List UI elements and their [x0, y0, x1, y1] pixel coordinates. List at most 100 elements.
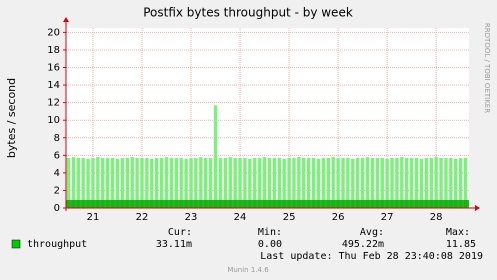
impulse: [120, 157, 125, 208]
impulse: [159, 157, 164, 208]
stat-value: 495.22m: [342, 239, 384, 250]
impulse: [449, 157, 453, 208]
impulse: [439, 157, 443, 208]
impulse: [169, 157, 174, 208]
impulse: [238, 157, 242, 208]
impulse: [262, 157, 267, 208]
y-tick-label: 16: [47, 63, 60, 74]
impulse: [101, 157, 105, 208]
impulse: [189, 157, 193, 208]
impulse: [184, 158, 188, 208]
impulse: [419, 158, 424, 208]
y-tick-label: 20: [47, 27, 60, 38]
impulse: [115, 158, 120, 208]
impulse: [179, 157, 183, 208]
impulse: [458, 157, 463, 208]
impulse: [360, 157, 365, 208]
x-tick-label: 25: [283, 212, 296, 223]
last-update: Last update: Thu Feb 28 23:40:08 2019: [260, 251, 483, 262]
x-tick-label: 24: [234, 212, 247, 223]
x-tick-label: 28: [430, 212, 443, 223]
impulse: [409, 157, 414, 208]
impulse: [351, 158, 355, 208]
impulse: [253, 157, 257, 208]
x-tick-label: 21: [87, 212, 100, 223]
stat-header: Cur:: [168, 227, 192, 238]
impulse: [316, 158, 321, 208]
impulse: [125, 157, 130, 208]
impulse: [228, 157, 232, 208]
y-tick-label: 10: [47, 115, 60, 126]
stat-header: Avg:: [360, 227, 384, 238]
y-axis-arrow: [63, 17, 69, 22]
impulse: [365, 157, 370, 208]
y-tick-label: 12: [47, 98, 60, 109]
impulse: [272, 157, 277, 208]
x-tick-label: 26: [332, 212, 345, 223]
impulse: [287, 157, 291, 208]
impulse: [297, 157, 301, 208]
impulse: [204, 157, 208, 208]
impulse: [257, 157, 262, 208]
y-tick-label: 14: [47, 80, 60, 91]
chart-title: Postfix bytes throughput - by week: [143, 6, 353, 20]
impulse: [199, 157, 203, 208]
impulse: [414, 157, 419, 208]
y-tick-label: 2: [54, 185, 60, 196]
impulse: [218, 157, 223, 208]
impulse: [243, 157, 247, 208]
y-tick-label: 4: [54, 168, 60, 179]
base-band: [66, 200, 469, 208]
footer: Munin 1.4.6: [227, 266, 269, 274]
impulse: [326, 157, 331, 208]
impulse: [277, 157, 281, 208]
impulse: [66, 157, 71, 208]
x-axis-arrow: [475, 205, 480, 211]
impulse: [390, 157, 394, 208]
impulse: [355, 157, 360, 208]
impulse: [233, 157, 237, 208]
impulse: [145, 157, 149, 208]
impulse: [110, 157, 115, 208]
impulse: [71, 157, 76, 208]
impulse: [154, 157, 159, 208]
data: [66, 105, 469, 208]
impulse: [150, 158, 154, 208]
impulse: [135, 157, 139, 208]
impulse: [81, 157, 85, 208]
stat-value: 0.00: [258, 239, 282, 250]
impulse: [76, 157, 80, 208]
impulse: [346, 157, 350, 208]
impulse: [434, 157, 438, 208]
impulse: [311, 157, 316, 208]
impulse: [267, 157, 272, 208]
impulse: [282, 158, 286, 208]
legend-swatch: [11, 239, 21, 249]
impulse: [463, 157, 468, 208]
impulse: [429, 157, 433, 208]
impulse: [213, 105, 218, 208]
impulse: [91, 157, 95, 208]
x-tick-label: 27: [381, 212, 394, 223]
impulse: [292, 157, 296, 208]
y-tick-label: 8: [54, 133, 60, 144]
impulse: [444, 157, 448, 208]
impulse: [140, 157, 144, 208]
y-axis-label: bytes / second: [5, 78, 18, 158]
impulse: [380, 157, 384, 208]
x-tick-label: 22: [136, 212, 149, 223]
side-text: RRDTOOL / TOBI OETIKER: [483, 23, 491, 113]
impulse: [208, 157, 213, 208]
impulse: [385, 158, 389, 208]
impulse: [395, 157, 399, 208]
stat-header: Max:: [446, 227, 470, 238]
y-tick-label: 18: [47, 45, 60, 56]
impulse: [321, 157, 326, 208]
y-tick-label: 0: [54, 203, 60, 214]
impulse: [96, 157, 100, 208]
stat-value: 11.85: [446, 239, 476, 250]
impulse: [130, 157, 134, 208]
